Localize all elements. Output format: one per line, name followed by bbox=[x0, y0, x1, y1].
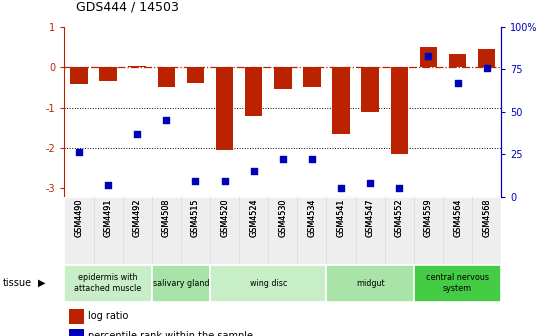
Point bbox=[162, 118, 171, 123]
Text: log ratio: log ratio bbox=[88, 311, 129, 321]
Text: GSM4564: GSM4564 bbox=[453, 199, 462, 237]
Text: GSM4524: GSM4524 bbox=[249, 199, 258, 237]
Point bbox=[424, 53, 433, 58]
Text: GSM4490: GSM4490 bbox=[74, 199, 83, 237]
Text: GSM4515: GSM4515 bbox=[191, 199, 200, 237]
Text: percentile rank within the sample: percentile rank within the sample bbox=[88, 331, 254, 336]
Bar bbox=[414, 264, 501, 302]
Bar bbox=[94, 197, 123, 264]
Bar bbox=[326, 264, 414, 302]
Bar bbox=[419, 47, 437, 67]
Bar bbox=[472, 197, 501, 264]
Text: GSM4508: GSM4508 bbox=[162, 199, 171, 237]
Bar bbox=[152, 197, 181, 264]
Bar bbox=[268, 197, 297, 264]
Bar bbox=[239, 197, 268, 264]
Text: GSM4520: GSM4520 bbox=[220, 199, 229, 237]
Bar bbox=[69, 329, 84, 336]
Text: GSM4530: GSM4530 bbox=[278, 199, 287, 237]
Bar bbox=[443, 197, 472, 264]
Bar bbox=[245, 67, 263, 116]
Text: GSM4491: GSM4491 bbox=[104, 199, 113, 237]
Point bbox=[366, 180, 375, 186]
Bar bbox=[181, 197, 210, 264]
Text: central nervous
system: central nervous system bbox=[426, 274, 489, 293]
Text: wing disc: wing disc bbox=[250, 279, 287, 288]
Bar bbox=[303, 67, 321, 87]
Point bbox=[191, 179, 200, 184]
Text: GSM4491: GSM4491 bbox=[104, 199, 113, 237]
Text: GSM4534: GSM4534 bbox=[307, 199, 316, 237]
Bar bbox=[274, 67, 292, 89]
Bar bbox=[128, 66, 146, 67]
Bar bbox=[99, 67, 117, 81]
Text: GSM4547: GSM4547 bbox=[366, 199, 375, 237]
Bar bbox=[210, 264, 326, 302]
Text: GSM4492: GSM4492 bbox=[133, 199, 142, 237]
Point bbox=[395, 185, 404, 191]
Text: GSM4568: GSM4568 bbox=[482, 199, 491, 237]
Bar bbox=[216, 67, 234, 150]
Point bbox=[482, 65, 491, 70]
Text: GSM4490: GSM4490 bbox=[74, 199, 83, 237]
Bar bbox=[186, 67, 204, 83]
Text: tissue: tissue bbox=[3, 278, 32, 288]
Text: midgut: midgut bbox=[356, 279, 385, 288]
Text: GSM4559: GSM4559 bbox=[424, 199, 433, 237]
Text: GSM4547: GSM4547 bbox=[366, 199, 375, 237]
Bar bbox=[157, 67, 175, 87]
Text: salivary gland: salivary gland bbox=[153, 279, 209, 288]
Point bbox=[337, 185, 346, 191]
Bar bbox=[414, 197, 443, 264]
Bar bbox=[70, 67, 88, 84]
Text: GSM4524: GSM4524 bbox=[249, 199, 258, 237]
Text: GDS444 / 14503: GDS444 / 14503 bbox=[76, 0, 179, 13]
Text: GSM4564: GSM4564 bbox=[453, 199, 462, 237]
Point bbox=[133, 131, 142, 136]
Text: GSM4541: GSM4541 bbox=[337, 199, 346, 237]
Point bbox=[220, 179, 229, 184]
Text: GSM4541: GSM4541 bbox=[337, 199, 346, 237]
Text: GSM4508: GSM4508 bbox=[162, 199, 171, 237]
Bar bbox=[69, 308, 84, 324]
Bar bbox=[64, 264, 152, 302]
Bar bbox=[332, 67, 350, 134]
Text: ▶: ▶ bbox=[38, 278, 45, 288]
Point bbox=[249, 168, 258, 174]
Bar bbox=[64, 197, 94, 264]
Text: GSM4515: GSM4515 bbox=[191, 199, 200, 237]
Text: epidermis with
attached muscle: epidermis with attached muscle bbox=[74, 274, 142, 293]
Point bbox=[104, 182, 113, 187]
Bar bbox=[152, 264, 210, 302]
Bar bbox=[361, 67, 379, 112]
Point bbox=[74, 150, 83, 155]
Bar bbox=[478, 49, 496, 67]
Point bbox=[307, 157, 316, 162]
Bar bbox=[385, 197, 414, 264]
Bar bbox=[210, 197, 239, 264]
Text: GSM4530: GSM4530 bbox=[278, 199, 287, 237]
Text: GSM4534: GSM4534 bbox=[307, 199, 316, 237]
Bar bbox=[356, 197, 385, 264]
Bar bbox=[449, 54, 466, 67]
Text: GSM4568: GSM4568 bbox=[482, 199, 491, 237]
Text: GSM4492: GSM4492 bbox=[133, 199, 142, 237]
Bar bbox=[326, 197, 356, 264]
Bar bbox=[297, 197, 326, 264]
Text: GSM4552: GSM4552 bbox=[395, 199, 404, 237]
Bar bbox=[123, 197, 152, 264]
Point bbox=[278, 157, 287, 162]
Text: GSM4552: GSM4552 bbox=[395, 199, 404, 237]
Text: GSM4520: GSM4520 bbox=[220, 199, 229, 237]
Bar bbox=[390, 67, 408, 154]
Text: GSM4559: GSM4559 bbox=[424, 199, 433, 237]
Point bbox=[453, 80, 462, 86]
